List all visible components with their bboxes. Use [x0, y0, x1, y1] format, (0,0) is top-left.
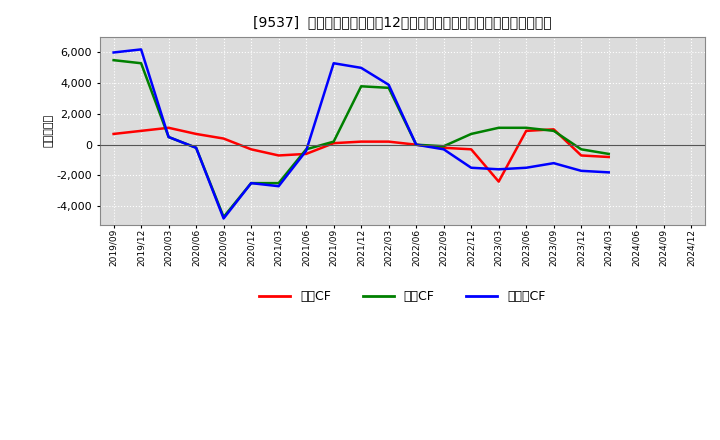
営業CF — [467, 147, 475, 152]
営業CF — [522, 128, 531, 133]
フリーCF — [357, 65, 366, 70]
フリーCF — [522, 165, 531, 170]
投資CF — [357, 84, 366, 89]
投資CF — [329, 139, 338, 144]
投資CF — [220, 214, 228, 220]
フリーCF — [495, 167, 503, 172]
営業CF — [357, 139, 366, 144]
フリーCF — [302, 148, 310, 154]
フリーCF — [412, 142, 420, 147]
フリーCF — [274, 183, 283, 189]
投資CF — [522, 125, 531, 130]
Legend: 営業CF, 投資CF, フリーCF: 営業CF, 投資CF, フリーCF — [254, 286, 551, 308]
営業CF — [412, 142, 420, 147]
投資CF — [604, 151, 613, 157]
投資CF — [137, 61, 145, 66]
営業CF — [329, 140, 338, 146]
フリーCF — [439, 147, 448, 152]
営業CF — [604, 154, 613, 160]
投資CF — [384, 85, 393, 91]
Line: 投資CF: 投資CF — [114, 60, 608, 217]
営業CF — [577, 153, 585, 158]
投資CF — [192, 145, 200, 150]
投資CF — [274, 180, 283, 186]
投資CF — [412, 142, 420, 147]
フリーCF — [467, 165, 475, 170]
フリーCF — [192, 145, 200, 150]
営業CF — [220, 136, 228, 141]
投資CF — [302, 147, 310, 152]
営業CF — [302, 151, 310, 157]
投資CF — [164, 134, 173, 139]
Line: フリーCF: フリーCF — [114, 49, 608, 219]
投資CF — [467, 131, 475, 136]
投資CF — [577, 147, 585, 152]
フリーCF — [384, 82, 393, 88]
フリーCF — [109, 50, 118, 55]
フリーCF — [577, 168, 585, 173]
フリーCF — [247, 180, 256, 186]
フリーCF — [329, 61, 338, 66]
営業CF — [247, 147, 256, 152]
投資CF — [495, 125, 503, 130]
営業CF — [384, 139, 393, 144]
営業CF — [164, 125, 173, 130]
フリーCF — [137, 47, 145, 52]
投資CF — [439, 143, 448, 149]
フリーCF — [604, 170, 613, 175]
Line: 営業CF: 営業CF — [114, 128, 608, 182]
投資CF — [109, 58, 118, 63]
投資CF — [247, 180, 256, 186]
Title: [9537]  キャッシュフローの12か月移動合計の対前年同期増減額の推移: [9537] キャッシュフローの12か月移動合計の対前年同期増減額の推移 — [253, 15, 552, 29]
営業CF — [109, 131, 118, 136]
フリーCF — [220, 216, 228, 221]
営業CF — [137, 128, 145, 133]
営業CF — [495, 179, 503, 184]
フリーCF — [164, 134, 173, 139]
フリーCF — [549, 161, 558, 166]
Y-axis label: （百万円）: （百万円） — [44, 114, 54, 147]
営業CF — [192, 131, 200, 136]
営業CF — [549, 127, 558, 132]
営業CF — [274, 153, 283, 158]
投資CF — [549, 128, 558, 133]
営業CF — [439, 145, 448, 150]
